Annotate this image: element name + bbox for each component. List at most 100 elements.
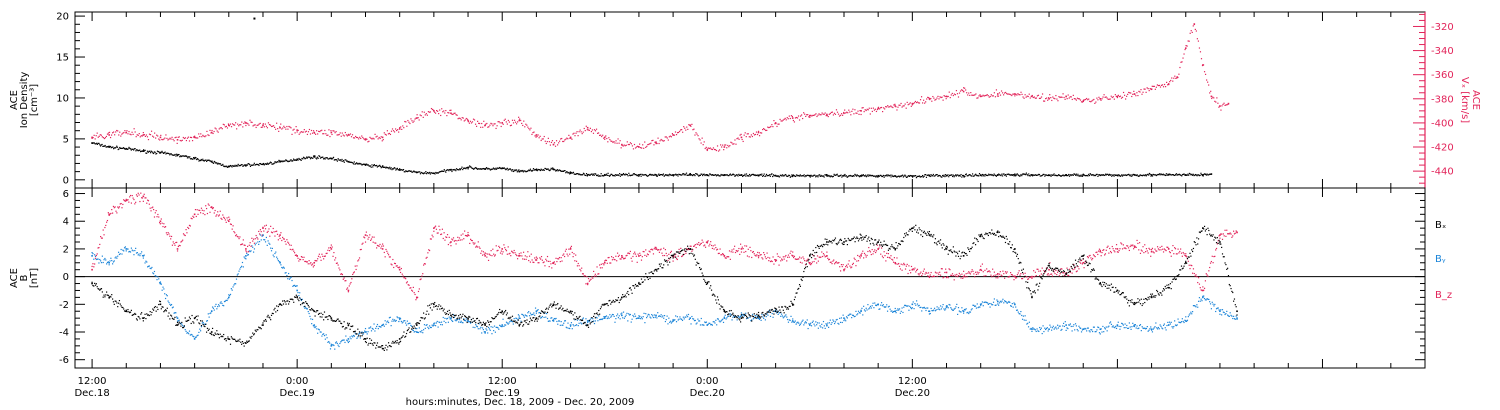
scatter-dot bbox=[441, 170, 443, 172]
scatter-dot bbox=[1227, 314, 1229, 316]
scatter-dot bbox=[1083, 99, 1086, 101]
scatter-dot bbox=[616, 313, 619, 315]
scatter-dot bbox=[462, 233, 464, 235]
scatter-dot bbox=[299, 158, 301, 160]
scatter-dot bbox=[101, 143, 103, 146]
scatter-dot bbox=[528, 169, 530, 171]
scatter-dot bbox=[474, 167, 476, 169]
scatter-dot bbox=[596, 266, 598, 268]
scatter-dot bbox=[1106, 173, 1108, 175]
scatter-dot bbox=[119, 146, 121, 149]
scatter-dot bbox=[851, 110, 853, 112]
scatter-dot bbox=[346, 135, 348, 137]
scatter-dot bbox=[436, 320, 438, 323]
scatter-dot bbox=[1004, 300, 1007, 303]
scatter-dot bbox=[1151, 85, 1153, 87]
scatter-dot bbox=[1074, 323, 1077, 325]
scatter-dot bbox=[1204, 173, 1206, 175]
scatter-dot bbox=[555, 317, 557, 320]
scatter-dot bbox=[1140, 330, 1142, 332]
scatter-dot bbox=[765, 129, 767, 132]
scatter-dot bbox=[545, 142, 547, 145]
scatter-dot bbox=[364, 163, 366, 165]
scatter-dot bbox=[443, 110, 445, 112]
scatter-dot bbox=[1108, 174, 1110, 176]
scatter-dot bbox=[1154, 174, 1156, 176]
scatter-dot bbox=[194, 209, 197, 211]
scatter-dot bbox=[639, 174, 641, 176]
scatter-dot bbox=[458, 318, 461, 321]
scatter-dot bbox=[170, 138, 172, 140]
scatter-dot bbox=[1085, 174, 1087, 177]
scatter-dot bbox=[586, 275, 588, 278]
scatter-dot bbox=[623, 257, 625, 260]
y-tick-label: -2 bbox=[59, 300, 69, 311]
scatter-dot bbox=[140, 150, 142, 152]
scatter-dot bbox=[1133, 90, 1135, 92]
scatter-dot bbox=[839, 114, 842, 116]
scatter-dot bbox=[1104, 174, 1106, 176]
scatter-dot bbox=[869, 307, 871, 309]
scatter-dot bbox=[457, 236, 459, 238]
scatter-dot bbox=[393, 320, 395, 322]
scatter-dot bbox=[1018, 175, 1021, 177]
scatter-dot bbox=[112, 146, 114, 148]
scatter-dot bbox=[995, 89, 998, 91]
data-point bbox=[245, 122, 247, 124]
data-point bbox=[381, 136, 384, 139]
scatter-dot bbox=[396, 265, 398, 267]
scatter-dot bbox=[784, 174, 786, 176]
scatter-dot bbox=[164, 297, 167, 300]
scatter-dot bbox=[742, 174, 745, 177]
scatter-dot bbox=[1098, 174, 1101, 176]
scatter-dot bbox=[1098, 174, 1100, 176]
scatter-dot bbox=[1126, 324, 1128, 327]
scatter-dot bbox=[720, 173, 722, 176]
scatter-dot bbox=[852, 314, 854, 317]
scatter-dot bbox=[380, 247, 382, 249]
scatter-dot bbox=[935, 98, 937, 101]
scatter-dot bbox=[793, 174, 795, 177]
scatter-dot bbox=[592, 318, 594, 320]
scatter-dot bbox=[216, 308, 218, 310]
scatter-dot bbox=[176, 153, 178, 155]
scatter-dot bbox=[685, 316, 687, 318]
scatter-dot bbox=[332, 344, 334, 346]
scatter-dot bbox=[775, 174, 777, 177]
scatter-dot bbox=[340, 340, 343, 342]
scatter-dot bbox=[389, 133, 392, 136]
scatter-dot bbox=[741, 138, 743, 141]
scatter-dot bbox=[965, 308, 967, 310]
scatter-dot bbox=[625, 144, 627, 146]
scatter-dot bbox=[1187, 40, 1189, 42]
scatter-dot bbox=[352, 336, 354, 338]
scatter-dot bbox=[139, 255, 141, 257]
scatter-dot bbox=[425, 113, 427, 115]
scatter-dot bbox=[601, 267, 603, 269]
scatter-dot bbox=[199, 159, 201, 161]
scatter-dot bbox=[668, 136, 670, 138]
scatter-dot bbox=[1169, 323, 1171, 325]
scatter-dot bbox=[401, 169, 403, 171]
scatter-dot bbox=[1101, 98, 1103, 100]
scatter-dot bbox=[179, 139, 181, 142]
scatter-dot bbox=[486, 122, 488, 125]
scatter-dot bbox=[1015, 174, 1018, 176]
scatter-dot bbox=[244, 121, 246, 123]
scatter-dot bbox=[938, 174, 941, 177]
scatter-dot bbox=[596, 132, 599, 134]
scatter-dot bbox=[116, 145, 118, 147]
scatter-dot bbox=[767, 174, 769, 177]
scatter-dot bbox=[524, 255, 526, 257]
scatter-dot bbox=[881, 305, 884, 307]
scatter-dot bbox=[885, 106, 887, 108]
data-point bbox=[757, 317, 760, 319]
scatter-dot bbox=[1059, 175, 1061, 177]
scatter-dot bbox=[222, 165, 225, 167]
scatter-dot bbox=[106, 221, 108, 223]
scatter-dot bbox=[911, 307, 913, 309]
scatter-dot bbox=[1062, 93, 1064, 95]
scatter-dot bbox=[654, 316, 656, 319]
scatter-dot bbox=[400, 320, 402, 323]
